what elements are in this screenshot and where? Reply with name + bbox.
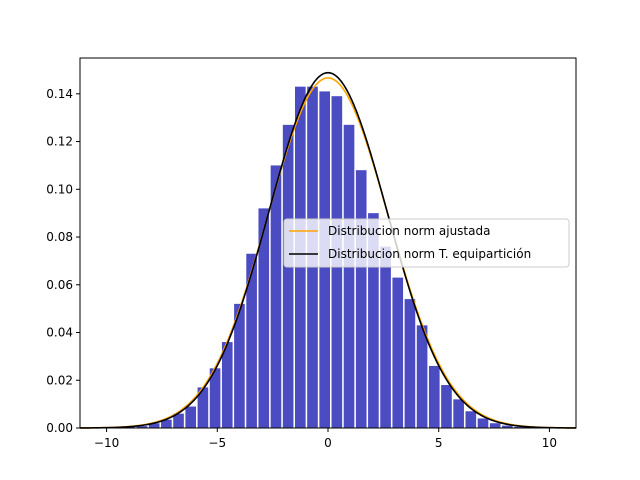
x-axis-ticks: −10 −5 0 5 10 <box>94 428 557 450</box>
histogram-bar <box>368 213 379 428</box>
histogram-bar <box>148 423 160 428</box>
histogram-bar <box>246 253 257 428</box>
histogram-bar <box>282 124 294 428</box>
histogram-bar <box>258 208 270 428</box>
histogram-bar <box>234 303 245 428</box>
histogram-bar <box>453 399 464 428</box>
histogram-bar <box>270 165 282 429</box>
histogram-bar <box>380 246 391 428</box>
y-tick-label: 0.10 <box>46 182 73 196</box>
y-tick-label: 0.08 <box>46 230 73 244</box>
y-tick-label: 0.00 <box>46 421 73 435</box>
legend-label-equipartition: Distribucion norm T. equipartición <box>328 247 531 261</box>
histogram-bar <box>197 387 209 428</box>
legend-box <box>283 218 570 268</box>
y-tick-label: 0.02 <box>46 373 73 387</box>
histogram-bar <box>343 124 355 428</box>
histogram-bar <box>404 299 416 428</box>
histogram-bar <box>465 411 477 428</box>
histogram-bar <box>185 406 197 428</box>
x-tick-label: −10 <box>94 436 119 450</box>
fit-curves <box>79 71 577 429</box>
histogram-bar <box>136 426 148 428</box>
y-tick-label: 0.14 <box>46 87 73 101</box>
histogram-bar <box>161 419 172 428</box>
y-axis-ticks: 0.00 0.02 0.04 0.06 0.08 0.10 0.12 0.14 <box>46 87 80 435</box>
histogram-bar <box>502 425 513 428</box>
histogram-bar <box>416 325 428 428</box>
histogram-bar <box>489 423 501 428</box>
y-tick-label: 0.06 <box>46 278 73 292</box>
y-tick-label: 0.04 <box>46 326 73 340</box>
histogram-bar <box>209 368 221 428</box>
histogram-bar <box>355 170 367 428</box>
histogram-bar <box>477 418 489 428</box>
y-tick-label: 0.12 <box>46 135 73 149</box>
x-tick-label: 10 <box>542 436 557 450</box>
histogram-bar <box>514 426 525 428</box>
x-tick-label: 0 <box>324 436 332 450</box>
curve-equipartition <box>80 71 576 429</box>
histogram-bar <box>173 413 184 428</box>
legend-label-fitted: Distribucion norm ajustada <box>328 224 490 238</box>
legend: Distribucion norm ajustada Distribucion … <box>283 218 570 268</box>
histogram-bar <box>392 277 404 428</box>
histogram-bar <box>428 365 440 428</box>
x-tick-label: 5 <box>435 436 443 450</box>
histogram-bar <box>221 342 233 428</box>
x-tick-label: −5 <box>208 436 226 450</box>
histogram-bar <box>441 385 452 428</box>
